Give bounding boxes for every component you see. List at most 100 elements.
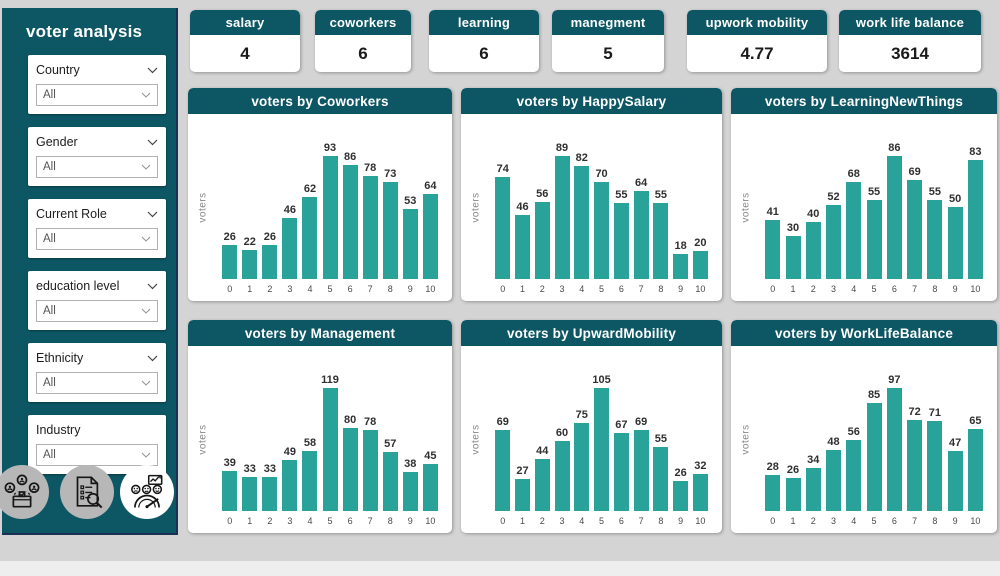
bar[interactable] bbox=[362, 176, 378, 279]
bar[interactable] bbox=[402, 472, 418, 511]
chevron-down-icon[interactable] bbox=[147, 211, 158, 218]
x-tick-label: 6 bbox=[618, 284, 624, 294]
chevron-down-icon[interactable] bbox=[147, 67, 158, 74]
bar[interactable] bbox=[805, 468, 821, 511]
filter-dropdown-education-level[interactable]: All bbox=[36, 300, 158, 322]
satisfaction-button[interactable] bbox=[120, 465, 174, 519]
bar[interactable] bbox=[302, 197, 318, 279]
bar[interactable] bbox=[927, 200, 943, 279]
bar-value-label: 47 bbox=[949, 437, 962, 449]
bar[interactable] bbox=[282, 460, 298, 511]
bar[interactable] bbox=[673, 254, 689, 279]
kpi-value: 5 bbox=[603, 43, 613, 63]
bar[interactable] bbox=[495, 430, 511, 511]
bar[interactable] bbox=[613, 203, 629, 279]
bar[interactable] bbox=[322, 156, 338, 279]
bar[interactable] bbox=[866, 200, 882, 279]
bar[interactable] bbox=[947, 207, 963, 279]
bar[interactable] bbox=[826, 205, 842, 279]
bar[interactable] bbox=[886, 388, 902, 511]
bar[interactable] bbox=[342, 428, 358, 511]
bar[interactable] bbox=[947, 451, 963, 511]
bar[interactable] bbox=[422, 464, 438, 511]
bar[interactable] bbox=[765, 220, 781, 279]
chevron-down-icon[interactable] bbox=[147, 355, 158, 362]
bar[interactable] bbox=[302, 451, 318, 511]
bar[interactable] bbox=[653, 203, 669, 279]
x-tick-label: 4 bbox=[851, 284, 857, 294]
filter-dropdown-current-role[interactable]: All bbox=[36, 228, 158, 250]
bar[interactable] bbox=[574, 423, 590, 511]
bar[interactable] bbox=[594, 182, 610, 279]
chevron-down-icon[interactable] bbox=[147, 139, 158, 146]
bar-column: 64 10 bbox=[421, 179, 440, 295]
bar[interactable] bbox=[342, 165, 358, 279]
y-axis-label: voters bbox=[740, 424, 752, 455]
bar[interactable] bbox=[242, 250, 258, 279]
bar[interactable] bbox=[653, 447, 669, 511]
bar[interactable] bbox=[927, 421, 943, 511]
bar[interactable] bbox=[515, 215, 530, 279]
bar[interactable] bbox=[554, 156, 570, 279]
bar[interactable] bbox=[866, 403, 882, 511]
bar[interactable] bbox=[222, 471, 238, 511]
bar[interactable] bbox=[262, 245, 278, 279]
bar[interactable] bbox=[402, 209, 418, 279]
bar[interactable] bbox=[785, 478, 801, 511]
survey-button[interactable] bbox=[60, 465, 114, 519]
filter-dropdown-country[interactable]: All bbox=[36, 84, 158, 106]
bar[interactable] bbox=[692, 251, 708, 279]
bar-column: 41 0 bbox=[763, 205, 782, 295]
bar[interactable] bbox=[515, 479, 530, 511]
bar[interactable] bbox=[262, 477, 278, 511]
filter-dropdown-ethnicity[interactable]: All bbox=[36, 372, 158, 394]
bar-column: 70 5 bbox=[592, 167, 611, 295]
kpi-row: salary 4 coworkers 6 learning 6 manegmen… bbox=[188, 10, 981, 72]
bar[interactable] bbox=[613, 433, 629, 511]
bar[interactable] bbox=[846, 440, 862, 511]
bar[interactable] bbox=[495, 177, 511, 279]
x-tick-label: 9 bbox=[407, 284, 413, 294]
bar[interactable] bbox=[765, 475, 781, 511]
bar[interactable] bbox=[826, 450, 842, 511]
bar[interactable] bbox=[785, 236, 801, 279]
filter-dropdown-gender[interactable]: All bbox=[36, 156, 158, 178]
bar[interactable] bbox=[534, 459, 550, 511]
bar[interactable] bbox=[282, 218, 298, 279]
bar[interactable] bbox=[594, 388, 610, 511]
bar[interactable] bbox=[886, 156, 902, 279]
bar[interactable] bbox=[362, 430, 378, 511]
bar[interactable] bbox=[633, 430, 649, 511]
bar[interactable] bbox=[692, 474, 708, 511]
bar[interactable] bbox=[673, 481, 689, 511]
bar-column: 20 10 bbox=[691, 236, 710, 295]
bar-value-label: 78 bbox=[364, 416, 377, 428]
bar[interactable] bbox=[534, 202, 550, 279]
bar[interactable] bbox=[574, 166, 590, 279]
bar[interactable] bbox=[967, 429, 983, 511]
chevron-down-icon[interactable] bbox=[147, 283, 158, 290]
bar[interactable] bbox=[846, 182, 862, 279]
bar[interactable] bbox=[422, 194, 438, 279]
bar[interactable] bbox=[633, 191, 649, 279]
bar[interactable] bbox=[907, 180, 923, 279]
page-bottom-strip bbox=[0, 561, 1000, 576]
x-tick-label: 5 bbox=[599, 516, 605, 526]
bar[interactable] bbox=[382, 452, 398, 511]
voting-button[interactable] bbox=[0, 465, 49, 519]
bar[interactable] bbox=[907, 420, 923, 511]
bar[interactable] bbox=[967, 160, 983, 279]
bar[interactable] bbox=[322, 388, 338, 511]
bar[interactable] bbox=[242, 477, 258, 511]
filter-dropdown-industry[interactable]: All bbox=[36, 444, 158, 466]
chart-title: voters by UpwardMobility bbox=[506, 325, 677, 341]
kpi-card-coworkers: coworkers 6 bbox=[315, 10, 411, 72]
x-tick-label: 7 bbox=[912, 516, 918, 526]
x-tick-label: 3 bbox=[831, 284, 837, 294]
bar-value-label: 78 bbox=[364, 162, 377, 174]
bar[interactable] bbox=[554, 441, 570, 511]
bar[interactable] bbox=[382, 182, 398, 279]
x-tick-label: 10 bbox=[695, 516, 706, 526]
bar[interactable] bbox=[805, 222, 821, 279]
bar[interactable] bbox=[222, 245, 238, 279]
